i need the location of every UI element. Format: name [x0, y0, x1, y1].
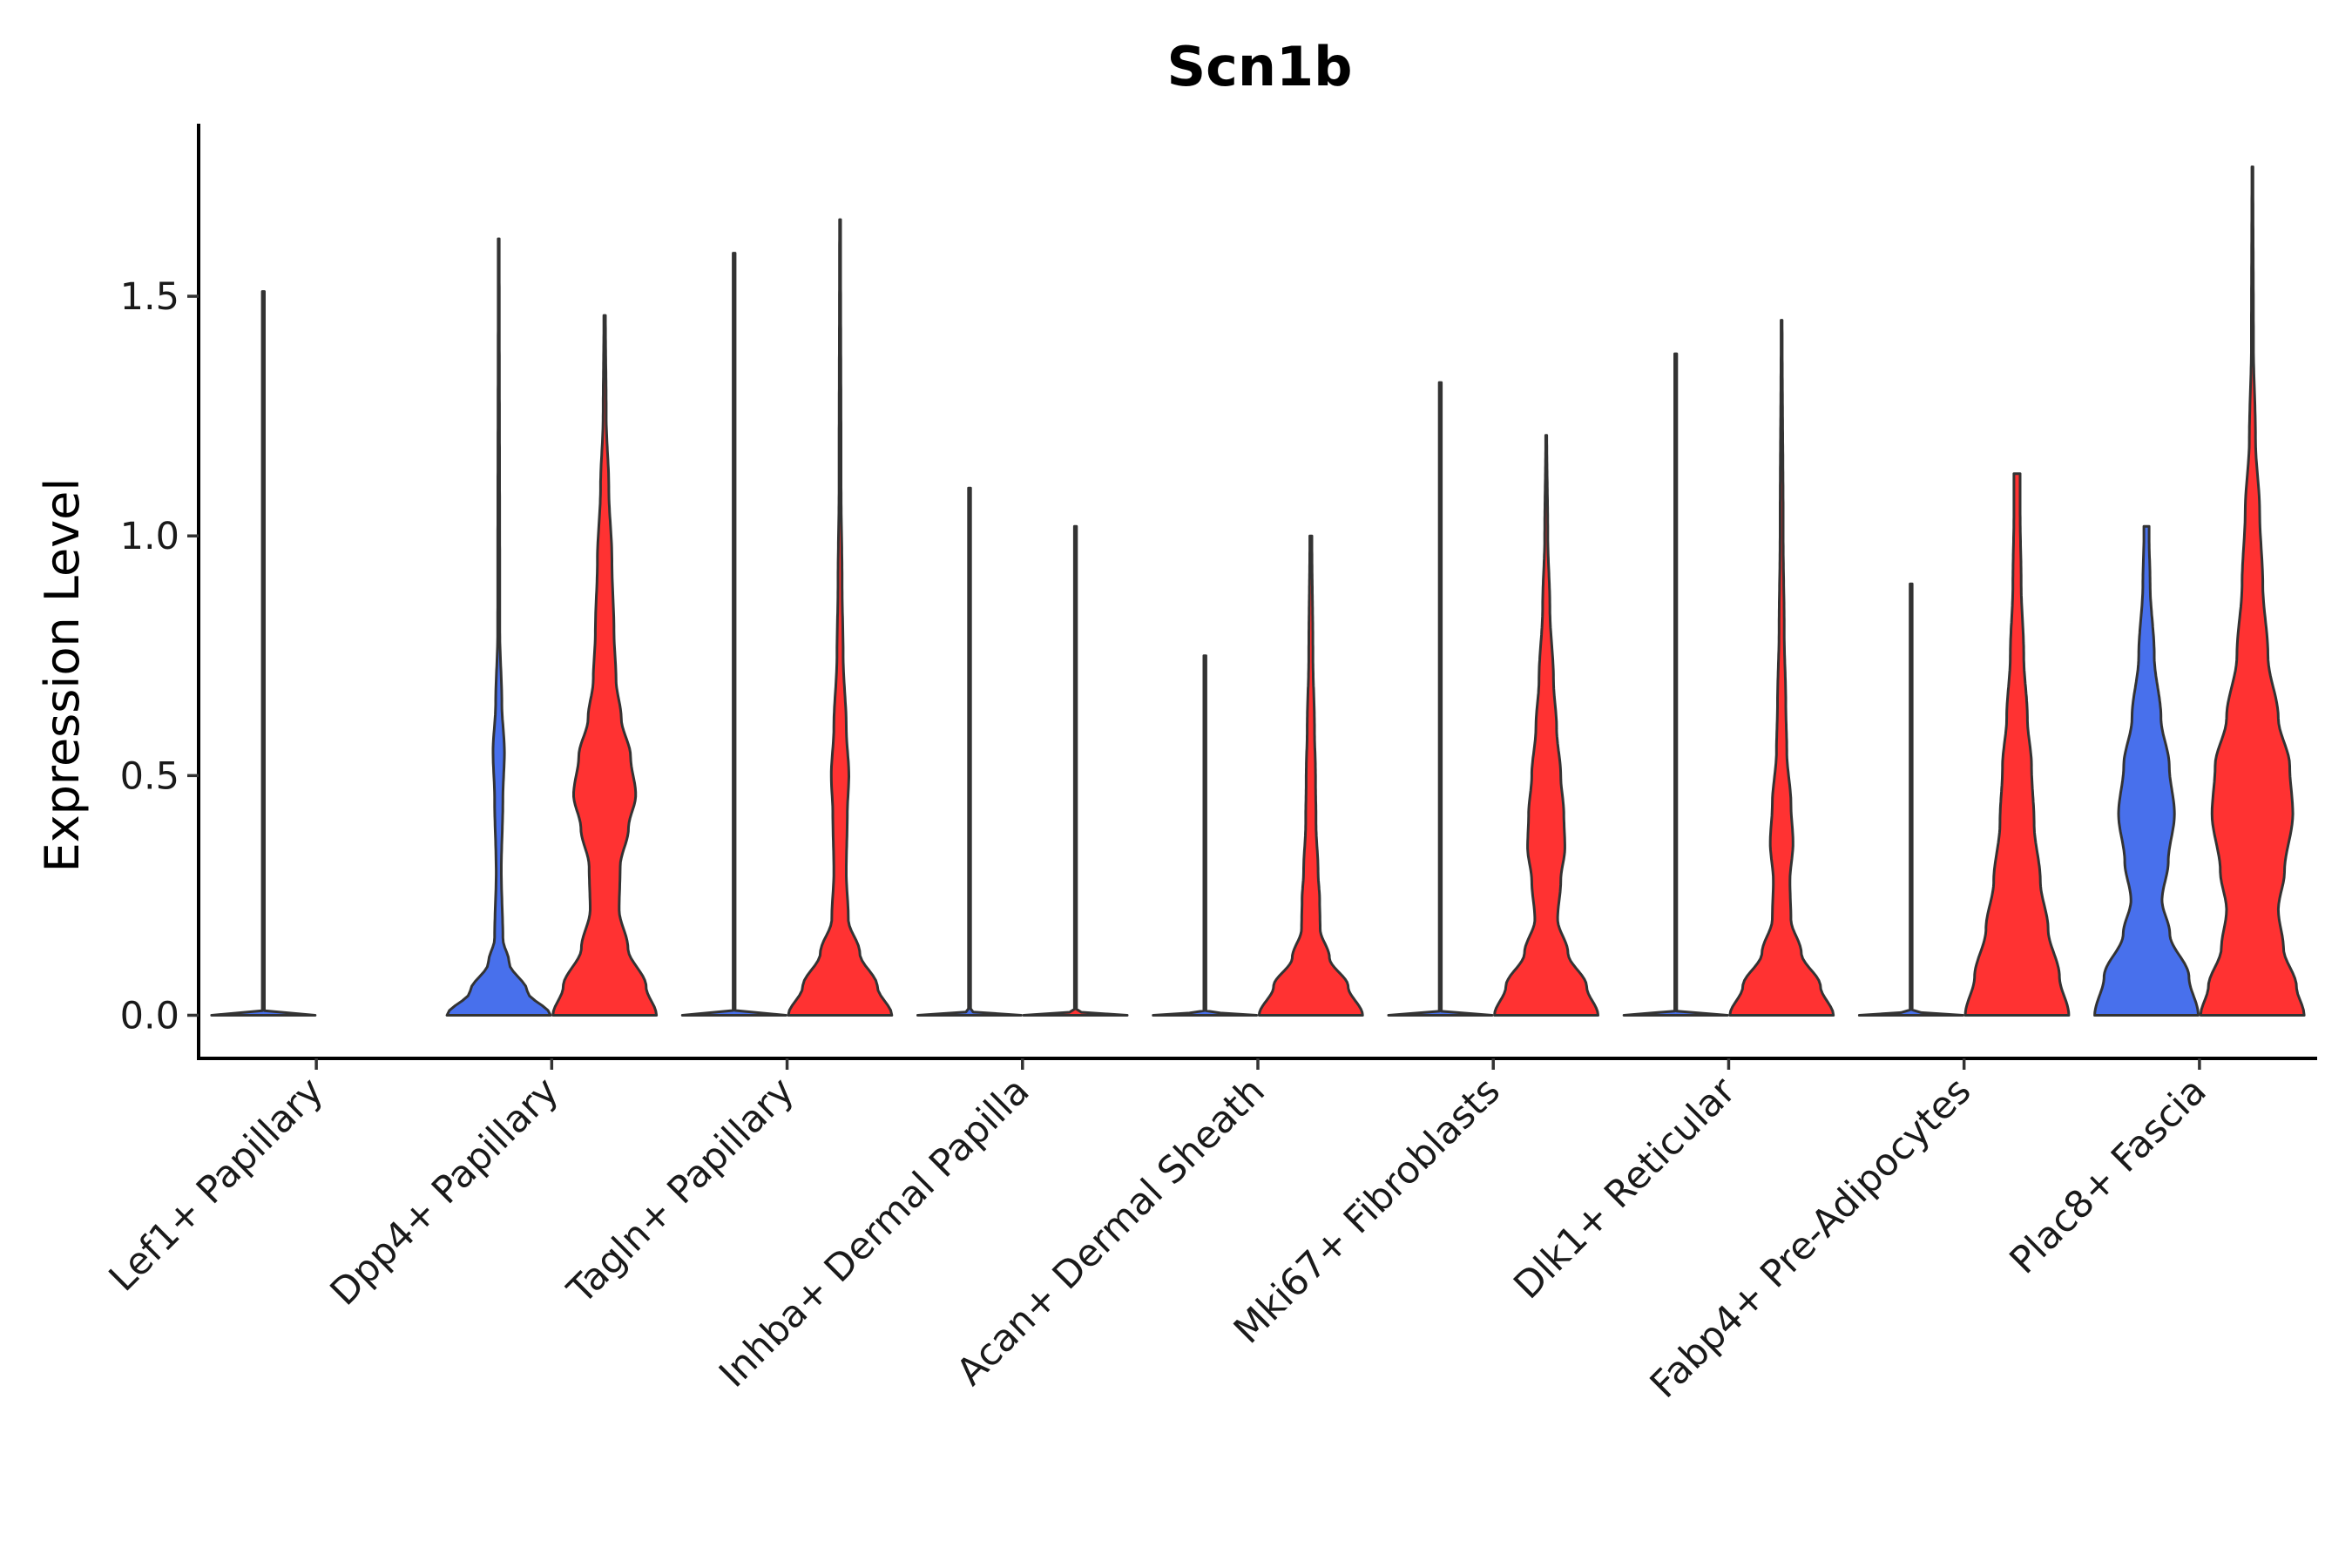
y-ticks: 0.0 0.5 1.0 1.5 — [120, 275, 199, 1037]
y-tick-label: 1.0 — [120, 515, 179, 558]
violin-group_a-3 — [680, 252, 787, 1017]
x-tick-label: Lef1+ Papillary — [101, 1069, 332, 1300]
x-tick-label: Plac8+ Fascia — [2002, 1069, 2215, 1282]
violin-group_b-8 — [1963, 472, 2071, 1017]
violin-group_a-8 — [1857, 582, 1964, 1017]
violin-group_b-5 — [1257, 534, 1364, 1017]
x-tick-label: Dlk1+ Reticular — [1505, 1069, 1744, 1308]
violin-group_b-2 — [551, 314, 659, 1017]
violin-group_b-9 — [2199, 166, 2306, 1017]
violin-group_a-7 — [1622, 352, 1729, 1017]
chart-title: Scn1b — [1166, 35, 1352, 98]
y-tick-label: 0.5 — [120, 754, 179, 798]
x-tick-label: Dpp4+ Papillary — [322, 1069, 567, 1314]
x-tick-label: Tagln+ Papillary — [559, 1069, 803, 1313]
violin-group_b-6 — [1493, 434, 1599, 1017]
violin-layer — [210, 166, 2306, 1017]
y-tick-label: 1.5 — [120, 275, 179, 319]
y-tick-label: 0.0 — [120, 994, 179, 1037]
violin-group_a-2 — [445, 237, 552, 1017]
violin-group_a-1 — [210, 290, 317, 1017]
violin-group_a-4 — [916, 486, 1023, 1017]
violin-group_a-9 — [2093, 524, 2200, 1017]
violin-group_b-7 — [1728, 319, 1835, 1017]
violin-group_b-4 — [1022, 524, 1129, 1017]
y-axis-label: Expression Level — [35, 478, 90, 873]
violin-group_a-6 — [1387, 381, 1494, 1017]
violin-group_a-5 — [1152, 654, 1259, 1017]
x-tick-label: Mki67+ Fibroblasts — [1226, 1069, 1509, 1352]
violin-group_b-3 — [787, 218, 894, 1017]
